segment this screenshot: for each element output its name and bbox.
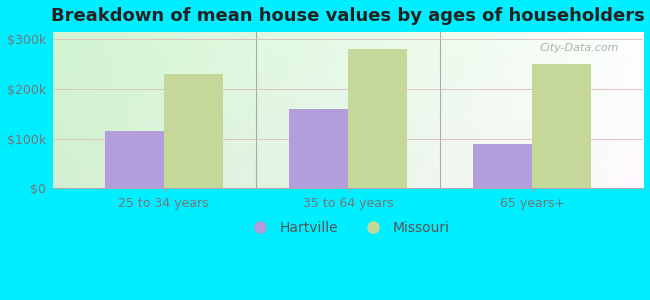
Bar — [348, 50, 407, 188]
Bar — [473, 144, 532, 188]
Legend: Hartville, Missouri: Hartville, Missouri — [241, 215, 455, 241]
Bar — [164, 74, 223, 188]
Bar — [532, 64, 592, 188]
Text: City-Data.com: City-Data.com — [540, 43, 619, 53]
Bar — [105, 131, 164, 188]
Bar — [289, 109, 348, 188]
Title: Breakdown of mean house values by ages of householders: Breakdown of mean house values by ages o… — [51, 7, 645, 25]
